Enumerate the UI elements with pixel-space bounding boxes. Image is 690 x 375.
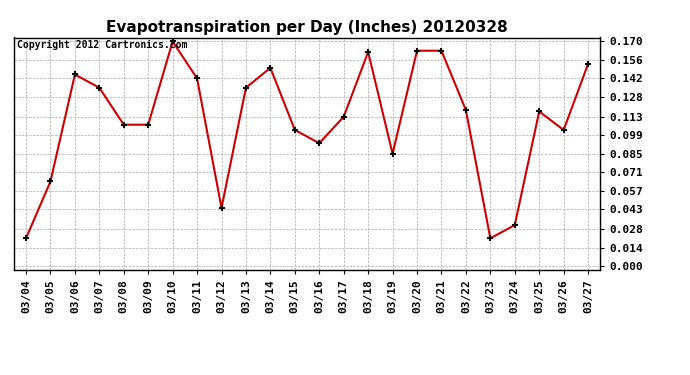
Title: Evapotranspiration per Day (Inches) 20120328: Evapotranspiration per Day (Inches) 2012…: [106, 20, 508, 35]
Text: Copyright 2012 Cartronics.com: Copyright 2012 Cartronics.com: [17, 40, 187, 50]
